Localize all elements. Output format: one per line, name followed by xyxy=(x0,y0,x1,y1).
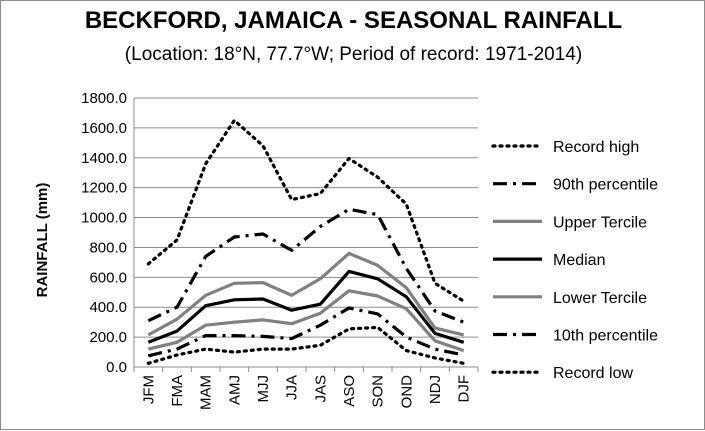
y-tick-label: 200.0 xyxy=(89,329,127,346)
x-tick-label: OND xyxy=(398,375,415,409)
x-tick-label: AMJ xyxy=(226,375,243,405)
axes xyxy=(133,98,479,372)
x-tick-label: JAS xyxy=(312,375,329,403)
series-line-10th-percentile xyxy=(147,306,465,358)
legend-label-upper-tercile: Upper Tercile xyxy=(553,214,647,231)
series-line-90th-percentile xyxy=(147,207,465,324)
y-tick-label: 600.0 xyxy=(89,269,127,286)
x-tick-label: ASO xyxy=(341,375,358,407)
series-lines xyxy=(146,118,466,365)
legend-label-record-low: Record low xyxy=(553,365,633,382)
y-tick-label: 1000.0 xyxy=(81,210,127,227)
x-tick-label: JJA xyxy=(284,375,301,400)
y-axis-title: RAINFALL (mm) xyxy=(34,183,51,298)
series-line-median xyxy=(147,269,465,344)
y-tick-label: 1400.0 xyxy=(81,150,127,167)
y-tick-labels: 0.0 200.0 400.0 600.0 800.0 1000.0 1200.0 1400.… xyxy=(81,90,127,376)
y-tick-label: 0.0 xyxy=(106,359,127,376)
series-line-record-low xyxy=(146,325,466,365)
series-line-record-high xyxy=(146,118,466,303)
chart-title: BECKFORD, JAMAICA - SEASONAL RAINFALL xyxy=(84,7,623,34)
y-tick-label: 1600.0 xyxy=(81,120,127,137)
x-tick-label: MJJ xyxy=(255,375,272,403)
legend-label-lower-tercile: Lower Tercile xyxy=(553,290,647,307)
legend-label-median: Median xyxy=(553,252,605,269)
series-line-upper-tercile xyxy=(147,251,465,337)
x-tick-label: DJF xyxy=(456,375,473,403)
y-tick-label: 1200.0 xyxy=(81,180,127,197)
x-tick-label: SON xyxy=(370,375,387,408)
legend-label-90th-percentile: 90th percentile xyxy=(553,177,658,194)
legend-label-record-high: Record high xyxy=(553,139,639,156)
legend-label-10th-percentile: 10th percentile xyxy=(553,328,658,345)
series-line-lower-tercile xyxy=(147,289,465,353)
gridlines xyxy=(134,97,478,338)
x-tick-label: MAM xyxy=(198,375,215,410)
x-tick-label: JFM xyxy=(140,375,157,404)
legend: Record high 90th percentile Upper Tercile M… xyxy=(491,139,658,382)
y-tick-label: 1800.0 xyxy=(81,90,127,107)
y-tick-label: 800.0 xyxy=(89,239,127,256)
y-tick-label: 400.0 xyxy=(89,299,127,316)
x-tick-labels: JFM FMA MAM AMJ MJJ JJA JAS ASO SON OND NDJ DJF xyxy=(140,375,472,410)
x-tick-label: NDJ xyxy=(427,375,444,404)
x-tick-label: FMA xyxy=(169,375,186,407)
chart-subtitle: (Location: 18°N, 77.7°W; Period of recor… xyxy=(124,44,583,65)
